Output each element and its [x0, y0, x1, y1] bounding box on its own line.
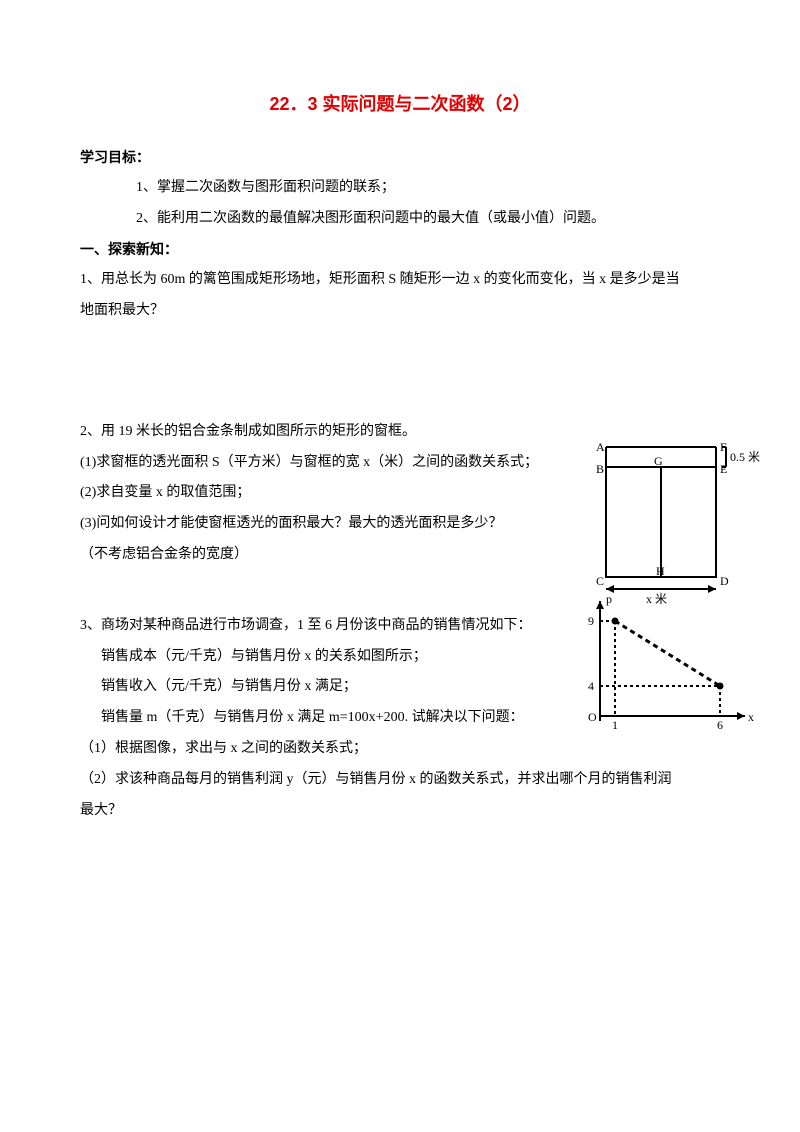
q1-line1: 1、用总长为 60m 的篱笆围成矩形场地，矩形面积 S 随矩形一边 x 的变化而… [80, 265, 720, 296]
label-x1: 1 [612, 718, 618, 732]
label-O: O [588, 710, 597, 724]
window-frame-figure: A F B G E C D H x 米 0.5 米 [576, 437, 776, 612]
label-B: B [596, 462, 604, 476]
label-G: G [654, 454, 663, 468]
label-y9: 9 [588, 614, 594, 628]
goals-heading: 学习目标： [80, 142, 720, 173]
label-A: A [596, 440, 605, 454]
label-E: E [720, 462, 727, 476]
label-F: F [720, 440, 727, 454]
label-x-axis: x [748, 710, 754, 724]
section-1-heading: 一、探索新知： [80, 234, 720, 265]
label-half-meter: 0.5 米 [730, 450, 760, 464]
label-H: H [656, 564, 665, 578]
label-D: D [720, 574, 729, 588]
label-C: C [596, 574, 604, 588]
label-p-axis: p [606, 592, 612, 606]
goal-2: 2、能利用二次函数的最值解决图形面积问题中的最大值（或最小值）问题。 [80, 204, 720, 235]
q1-line2: 地面积最大？ [80, 296, 720, 327]
q3-line7: 最大？ [80, 796, 720, 827]
goal-1: 1、掌握二次函数与图形面积问题的联系； [80, 173, 720, 204]
q3-line6: （2）求该种商品每月的销售利润 y（元）与销售月份 x 的函数关系式，并求出哪个… [80, 765, 720, 796]
label-y4: 4 [588, 679, 594, 693]
sales-chart-figure: O x p 9 4 1 6 [570, 591, 760, 741]
page-title: 22．3 实际问题与二次函数（2） [80, 90, 720, 116]
label-x6: 6 [717, 718, 723, 732]
